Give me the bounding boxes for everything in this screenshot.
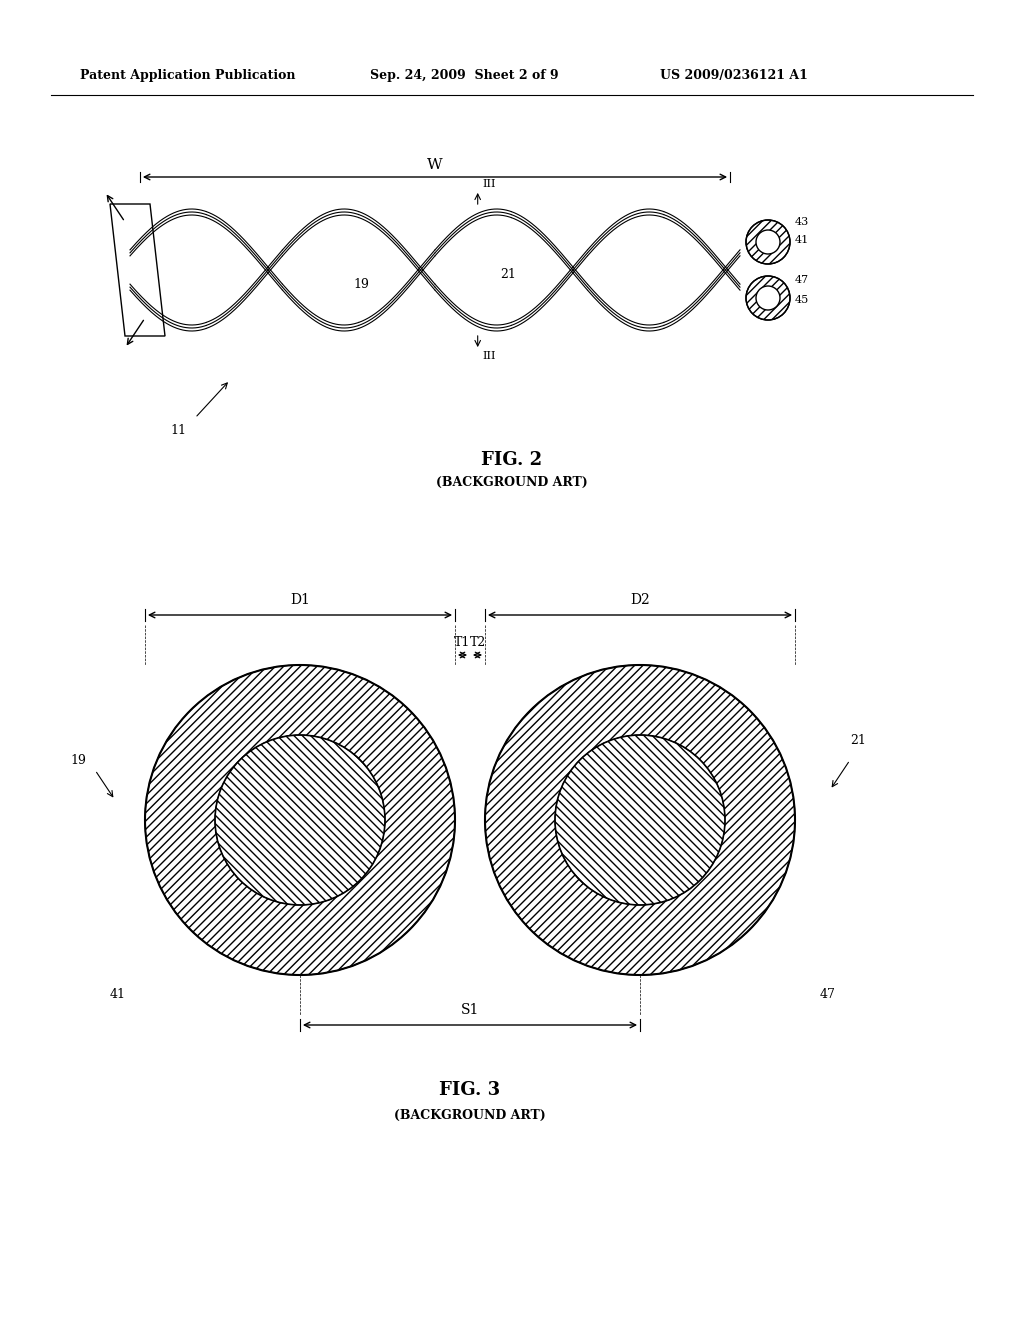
Circle shape [485,665,795,975]
Circle shape [555,735,725,906]
Circle shape [145,665,455,975]
Circle shape [215,735,385,906]
Text: Patent Application Publication: Patent Application Publication [80,69,296,82]
Text: 45: 45 [795,294,809,305]
Text: 19: 19 [354,279,370,292]
Text: US 2009/0236121 A1: US 2009/0236121 A1 [660,69,808,82]
Circle shape [756,286,780,310]
Text: T2: T2 [469,636,485,649]
Text: III: III [482,180,497,189]
Text: III: III [482,351,497,360]
Circle shape [746,220,790,264]
Text: D1: D1 [290,593,310,607]
Circle shape [746,276,790,319]
Text: 19: 19 [70,754,86,767]
Text: 43: 43 [795,216,809,227]
Text: 41: 41 [795,235,809,246]
Text: 41: 41 [110,989,126,1002]
Text: D2: D2 [630,593,650,607]
Text: 43: 43 [290,928,306,941]
Text: W: W [427,158,442,172]
Text: (BACKGROUND ART): (BACKGROUND ART) [394,1109,546,1122]
Text: FIG. 2: FIG. 2 [481,451,543,469]
Text: 21: 21 [850,734,866,747]
Text: 47: 47 [820,989,836,1002]
Text: (BACKGROUND ART): (BACKGROUND ART) [436,475,588,488]
Circle shape [756,230,780,253]
Text: 21: 21 [501,268,516,281]
Text: Sep. 24, 2009  Sheet 2 of 9: Sep. 24, 2009 Sheet 2 of 9 [370,69,559,82]
Text: 11: 11 [170,424,186,437]
Text: T1: T1 [455,636,471,649]
Text: FIG. 3: FIG. 3 [439,1081,501,1100]
Text: 45: 45 [630,928,646,941]
Text: S1: S1 [461,1003,479,1016]
Text: 47: 47 [795,275,809,285]
